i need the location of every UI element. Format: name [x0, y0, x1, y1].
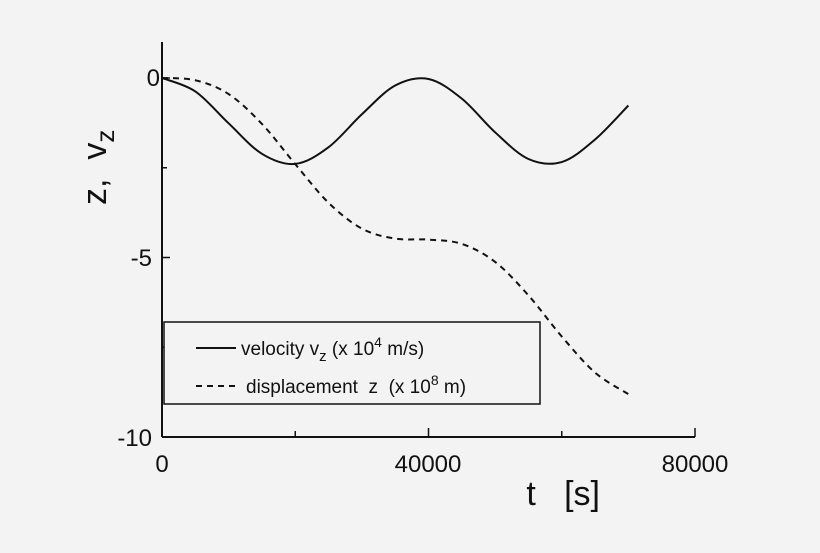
legend-label-displacement: displacement z (x 108 m) [246, 372, 466, 398]
ytick-label-0: 0 [147, 65, 160, 92]
series-velocity-line [161, 77, 630, 166]
series-lines [161, 77, 630, 396]
svg-text:z, vz: z, vz [76, 130, 120, 205]
y-axis-label-main: z, v [76, 143, 114, 205]
series-displacement-line [161, 77, 629, 396]
ytick-label-2: -10 [117, 425, 152, 452]
ytick-label-1: -5 [131, 245, 152, 272]
xtick-label-2: 80000 [662, 451, 729, 478]
legend-label-velocity: velocity vz (x 104 m/s) [241, 334, 424, 365]
y-axis-label-sub: z [90, 130, 120, 143]
legend-box [163, 321, 541, 405]
x-axis-label: t [s] [526, 475, 600, 513]
legend: velocity vz (x 104 m/s) displacement z (… [163, 321, 541, 405]
xtick-label-0: 0 [155, 451, 168, 478]
y-axis-label: z, vz [76, 130, 120, 205]
xtick-label-1: 40000 [395, 451, 462, 478]
